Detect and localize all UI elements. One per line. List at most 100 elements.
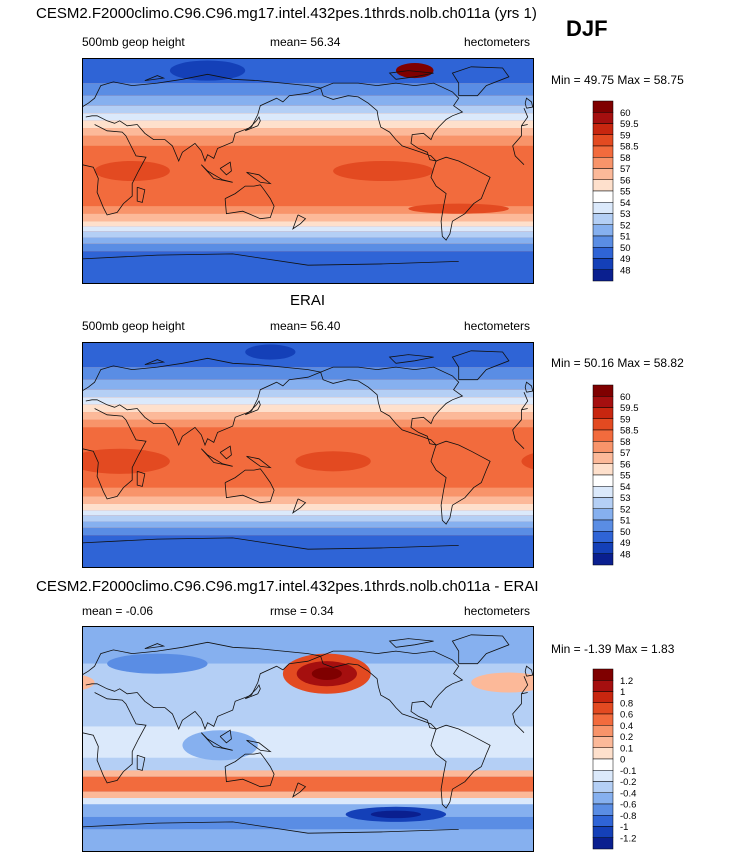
- panel-3-map: [82, 626, 534, 852]
- coastline: [82, 124, 525, 216]
- contour-band: [82, 95, 534, 106]
- colorbar-label: 52: [620, 504, 631, 515]
- colorbar-swatch: [592, 826, 614, 838]
- coastline: [82, 537, 459, 550]
- coastline: [292, 214, 307, 230]
- colorbar-swatch: [592, 429, 614, 442]
- coastline: [201, 164, 233, 183]
- coastline: [246, 171, 272, 185]
- panel-3-title: CESM2.F2000climo.C96.C96.mg17.intel.432p…: [36, 578, 539, 595]
- coastline: [144, 75, 166, 81]
- colorbar-swatch: [592, 202, 614, 214]
- coastline: [144, 359, 166, 365]
- contour-band: [82, 770, 534, 777]
- colorbar-swatch: [592, 168, 614, 180]
- coastline: [219, 729, 232, 744]
- colorbar-label: -1.2: [620, 833, 636, 844]
- colorbar-label: 60: [620, 392, 631, 403]
- colorbar-label: -1: [620, 822, 628, 833]
- contour-band: [82, 776, 534, 792]
- colorbar-label: 58.5: [620, 142, 639, 153]
- colorbar-label: -0.6: [620, 800, 636, 811]
- contour-blob: [107, 653, 208, 674]
- colorbar-label: 52: [620, 220, 631, 231]
- colorbar-label: 0: [620, 755, 625, 766]
- colorbar-swatch: [592, 190, 614, 203]
- coastline: [136, 186, 146, 203]
- colorbar-swatch: [592, 384, 614, 397]
- contour-band: [82, 379, 534, 390]
- coastline: [244, 400, 261, 416]
- contour-band: [82, 757, 534, 771]
- panel-2-units: hectometers: [464, 319, 531, 333]
- contour-band: [82, 128, 534, 136]
- contour-band: [82, 113, 534, 121]
- contour-band: [82, 404, 534, 413]
- colorbar-swatch: [592, 691, 614, 703]
- contour-blob: [82, 675, 95, 690]
- colorbar-swatch: [592, 396, 614, 408]
- coastline: [201, 448, 233, 467]
- coastline: [244, 684, 261, 700]
- colorbar-swatch: [592, 497, 614, 509]
- contour-band: [82, 798, 534, 805]
- contour-band: [82, 213, 534, 222]
- contour-band: [82, 105, 534, 114]
- colorbar-label: 53: [620, 493, 631, 504]
- coastline: [292, 498, 307, 514]
- contour-blob: [471, 672, 534, 693]
- colorbar-label: 60: [620, 108, 631, 119]
- coastline: [224, 752, 275, 788]
- panel-2-left-label: 500mb geop height: [82, 319, 185, 333]
- coastline: [320, 650, 464, 730]
- colorbar-label: 56: [620, 459, 631, 470]
- panel-2-mean: mean= 56.40: [270, 319, 341, 333]
- colorbar-label: 57: [620, 164, 631, 175]
- coastline: [201, 732, 233, 751]
- colorbar-swatch: [592, 235, 614, 248]
- coastline: [82, 821, 459, 834]
- colorbar-label: 58: [620, 153, 631, 164]
- coastline: [524, 381, 534, 393]
- colorbar-swatch: [592, 758, 614, 771]
- contour-blob: [370, 810, 421, 819]
- colorbar-swatch: [592, 519, 614, 532]
- contour-band: [82, 412, 534, 420]
- coastline: [224, 468, 275, 504]
- contour-band: [82, 389, 534, 398]
- colorbar-label: 59: [620, 130, 631, 141]
- colorbar-swatch: [592, 179, 614, 192]
- contour-blob: [169, 60, 246, 81]
- contour-band: [82, 791, 534, 799]
- contour-band: [82, 487, 534, 497]
- panel-2-map: [82, 342, 534, 568]
- contour-blob: [182, 730, 258, 761]
- contour-band: [82, 397, 534, 405]
- colorbar-swatch: [592, 441, 614, 453]
- contour-blob: [333, 160, 434, 182]
- coastline: [136, 470, 146, 487]
- colorbar-label: -0.1: [620, 766, 636, 777]
- colorbar-swatch: [592, 474, 614, 487]
- contour-band: [82, 527, 534, 536]
- colorbar-label: 58: [620, 437, 631, 448]
- colorbar-swatch: [592, 418, 614, 431]
- contour-blob: [311, 667, 342, 680]
- colorbar-label: 51: [620, 516, 631, 527]
- colorbar-swatch: [592, 145, 614, 158]
- colorbar-swatch: [592, 725, 614, 737]
- coastline: [82, 692, 525, 784]
- coastline: [388, 354, 434, 364]
- contour-band: [82, 521, 534, 528]
- colorbar-swatch: [592, 680, 614, 692]
- colorbar-label: 59.5: [620, 403, 639, 414]
- colorbar-swatch: [592, 157, 614, 169]
- coastline: [292, 782, 307, 798]
- contour-band: [82, 83, 534, 96]
- colorbar-swatch: [592, 736, 614, 748]
- coastline: [244, 116, 261, 132]
- contour-band: [82, 829, 534, 852]
- contour-band: [82, 726, 534, 758]
- coastline: [136, 754, 146, 771]
- colorbar-label: 54: [620, 482, 631, 493]
